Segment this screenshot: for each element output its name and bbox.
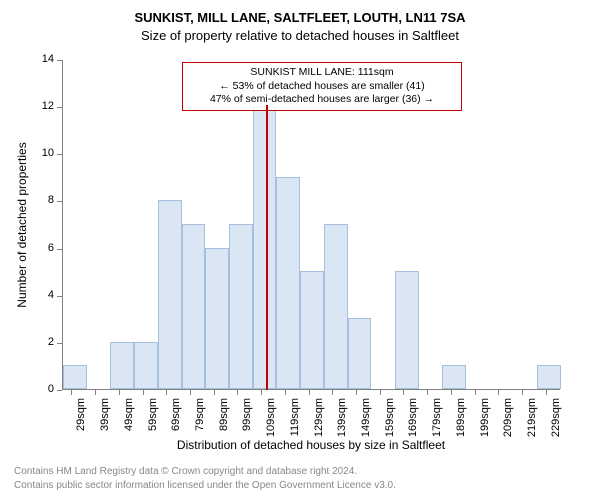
x-tick-label: 129sqm — [313, 398, 325, 444]
x-tick-label: 89sqm — [218, 398, 230, 444]
histogram-bar — [205, 248, 229, 389]
y-tick-label: 8 — [32, 194, 54, 206]
x-tick-mark — [285, 390, 286, 395]
y-tick-label: 14 — [32, 53, 54, 65]
x-tick-label: 29sqm — [75, 398, 87, 444]
annotation-line1: SUNKIST MILL LANE: 111sqm — [189, 66, 455, 80]
x-tick-label: 99sqm — [241, 398, 253, 444]
x-tick-mark — [522, 390, 523, 395]
y-tick-mark — [57, 343, 62, 344]
histogram-bar — [348, 318, 372, 389]
x-tick-label: 159sqm — [384, 398, 396, 444]
x-tick-mark — [261, 390, 262, 395]
x-tick-label: 219sqm — [526, 398, 538, 444]
histogram-bar — [324, 224, 348, 389]
y-tick-mark — [57, 296, 62, 297]
histogram-bar — [158, 200, 182, 389]
histogram-bar — [537, 365, 561, 389]
x-tick-mark — [143, 390, 144, 395]
histogram-bar — [63, 365, 87, 389]
histogram-bar — [253, 106, 277, 389]
x-tick-mark — [71, 390, 72, 395]
x-tick-label: 39sqm — [99, 398, 111, 444]
annotation-line3: 47% of semi-detached houses are larger (… — [189, 93, 455, 107]
x-tick-mark — [475, 390, 476, 395]
histogram-bar — [134, 342, 158, 389]
x-tick-mark — [309, 390, 310, 395]
y-tick-label: 6 — [32, 242, 54, 254]
x-tick-label: 209sqm — [502, 398, 514, 444]
x-tick-mark — [403, 390, 404, 395]
y-axis-label: Number of detached properties — [15, 135, 29, 315]
y-tick-label: 2 — [32, 336, 54, 348]
x-tick-label: 69sqm — [170, 398, 182, 444]
x-tick-mark — [237, 390, 238, 395]
x-tick-label: 49sqm — [123, 398, 135, 444]
x-tick-mark — [380, 390, 381, 395]
x-tick-mark — [498, 390, 499, 395]
chart-title-address: SUNKIST, MILL LANE, SALTFLEET, LOUTH, LN… — [0, 10, 600, 25]
y-tick-mark — [57, 201, 62, 202]
x-tick-label: 179sqm — [431, 398, 443, 444]
y-tick-label: 10 — [32, 147, 54, 159]
y-tick-mark — [57, 154, 62, 155]
x-tick-label: 199sqm — [479, 398, 491, 444]
x-tick-mark — [214, 390, 215, 395]
x-tick-label: 119sqm — [289, 398, 301, 444]
annotation-line2: ← 53% of detached houses are smaller (41… — [189, 80, 455, 94]
chart-title-description: Size of property relative to detached ho… — [0, 28, 600, 43]
x-tick-label: 59sqm — [147, 398, 159, 444]
x-tick-mark — [356, 390, 357, 395]
x-tick-mark — [427, 390, 428, 395]
y-tick-mark — [57, 107, 62, 108]
x-tick-label: 149sqm — [360, 398, 372, 444]
footer-copyright-2: Contains public sector information licen… — [14, 480, 396, 491]
property-marker-line — [266, 105, 268, 390]
y-tick-mark — [57, 60, 62, 61]
x-tick-mark — [190, 390, 191, 395]
histogram-bar — [395, 271, 419, 389]
y-tick-label: 12 — [32, 100, 54, 112]
histogram-bar — [276, 177, 300, 389]
y-tick-mark — [57, 390, 62, 391]
x-tick-mark — [451, 390, 452, 395]
histogram-bar — [300, 271, 324, 389]
x-tick-mark — [166, 390, 167, 395]
histogram-bar — [442, 365, 466, 389]
x-tick-label: 139sqm — [336, 398, 348, 444]
y-tick-mark — [57, 249, 62, 250]
x-tick-mark — [546, 390, 547, 395]
x-tick-label: 109sqm — [265, 398, 277, 444]
x-tick-mark — [95, 390, 96, 395]
x-tick-label: 229sqm — [550, 398, 562, 444]
x-tick-label: 189sqm — [455, 398, 467, 444]
x-tick-mark — [332, 390, 333, 395]
histogram-bar — [110, 342, 134, 389]
x-tick-label: 169sqm — [407, 398, 419, 444]
x-tick-mark — [119, 390, 120, 395]
footer-copyright-1: Contains HM Land Registry data © Crown c… — [14, 466, 357, 477]
property-annotation-box: SUNKIST MILL LANE: 111sqm ← 53% of detac… — [182, 62, 462, 111]
histogram-bar — [229, 224, 253, 389]
y-tick-label: 4 — [32, 289, 54, 301]
histogram-bar — [182, 224, 206, 389]
y-tick-label: 0 — [32, 383, 54, 395]
x-tick-label: 79sqm — [194, 398, 206, 444]
